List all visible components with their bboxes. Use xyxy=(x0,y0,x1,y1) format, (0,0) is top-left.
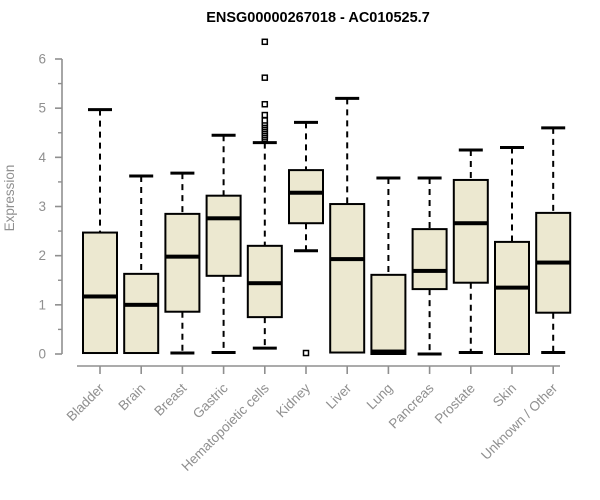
x-category-label: Breast xyxy=(151,380,189,418)
x-category-label: Brain xyxy=(115,381,148,414)
iqr-box xyxy=(370,273,407,356)
iqr-box xyxy=(411,228,448,291)
x-category-label: Skin xyxy=(490,381,519,410)
median-line xyxy=(453,221,488,226)
median-line xyxy=(371,349,406,354)
median-line xyxy=(124,302,159,307)
median-line xyxy=(412,268,447,273)
median-line xyxy=(536,260,571,265)
iqr-box xyxy=(205,194,242,277)
iqr-box xyxy=(123,272,160,355)
outlier-point xyxy=(261,117,269,124)
median-line xyxy=(247,281,282,286)
x-category-label: Lung xyxy=(364,381,396,413)
y-tick-label: 0 xyxy=(38,347,46,362)
outlier-point xyxy=(261,74,269,81)
x-category-label: Kidney xyxy=(273,380,313,420)
iqr-box xyxy=(82,231,118,355)
outlier-point xyxy=(261,100,269,108)
x-category-label: Liver xyxy=(323,380,355,412)
x-category-label: Prostate xyxy=(432,381,478,427)
x-category-label: Unknown / Other xyxy=(478,380,561,463)
y-tick-label: 2 xyxy=(38,248,46,263)
median-line xyxy=(206,216,241,221)
y-tick-label: 4 xyxy=(38,150,46,165)
outlier-point xyxy=(302,349,310,357)
y-axis-label: Expression xyxy=(2,165,17,232)
iqr-box xyxy=(494,240,530,355)
median-line xyxy=(83,294,117,299)
iqr-box xyxy=(288,169,324,225)
y-tick-label: 6 xyxy=(38,52,46,67)
x-category-label: Gastric xyxy=(190,380,231,421)
median-line xyxy=(289,190,323,195)
y-tick-label: 3 xyxy=(38,199,46,214)
median-line xyxy=(165,254,200,259)
x-category-label: Pancreas xyxy=(386,380,437,431)
outlier-point xyxy=(261,38,269,46)
x-category-label: Bladder xyxy=(64,380,108,424)
median-line xyxy=(330,257,365,262)
iqr-box xyxy=(164,212,201,313)
y-tick-label: 5 xyxy=(38,101,46,116)
chart-title: ENSG00000267018 - AC010525.7 xyxy=(206,10,430,26)
iqr-box xyxy=(329,203,366,354)
outlier-point xyxy=(261,111,269,119)
iqr-box xyxy=(452,178,489,284)
median-line xyxy=(495,285,529,290)
y-tick-label: 1 xyxy=(38,297,46,312)
